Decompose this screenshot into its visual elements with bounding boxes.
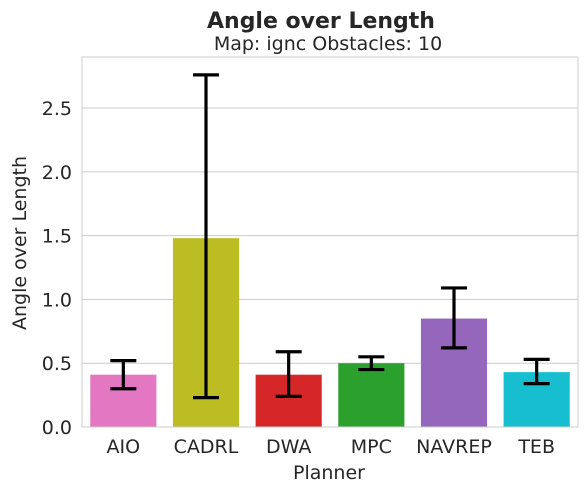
y-tick-label: 1.5 [42,226,72,248]
x-tick-label: CADRL [174,436,239,458]
y-tick-label: 2.0 [42,162,72,184]
chart-subtitle: Map: ignc Obstacles: 10 [214,33,442,55]
error-bars-layer [110,73,550,400]
chart-title: Angle over Length [207,9,435,34]
y-tick-label: 0.5 [42,353,72,375]
y-tick-label: 2.5 [42,98,72,120]
x-tick-label: TEB [517,436,555,458]
bars-layer [90,238,570,427]
x-tick-label: NAVREP [416,436,492,458]
y-tick-label: 0.0 [42,417,72,439]
y-tick-label: 1.0 [42,289,72,311]
plot-frame [81,56,579,428]
x-tick-labels: AIO CADRL DWA MPC NAVREP TEB [107,436,555,458]
x-tick-label: DWA [266,436,311,458]
x-tick-label: AIO [107,436,141,458]
y-axis-label: Angle over Length [9,156,31,330]
y-tick-labels: 0.0 0.5 1.0 1.5 2.0 2.5 [42,98,72,439]
x-axis-label: Planner [293,462,365,484]
bar-mpc [338,363,405,427]
x-tick-label: MPC [351,436,392,458]
